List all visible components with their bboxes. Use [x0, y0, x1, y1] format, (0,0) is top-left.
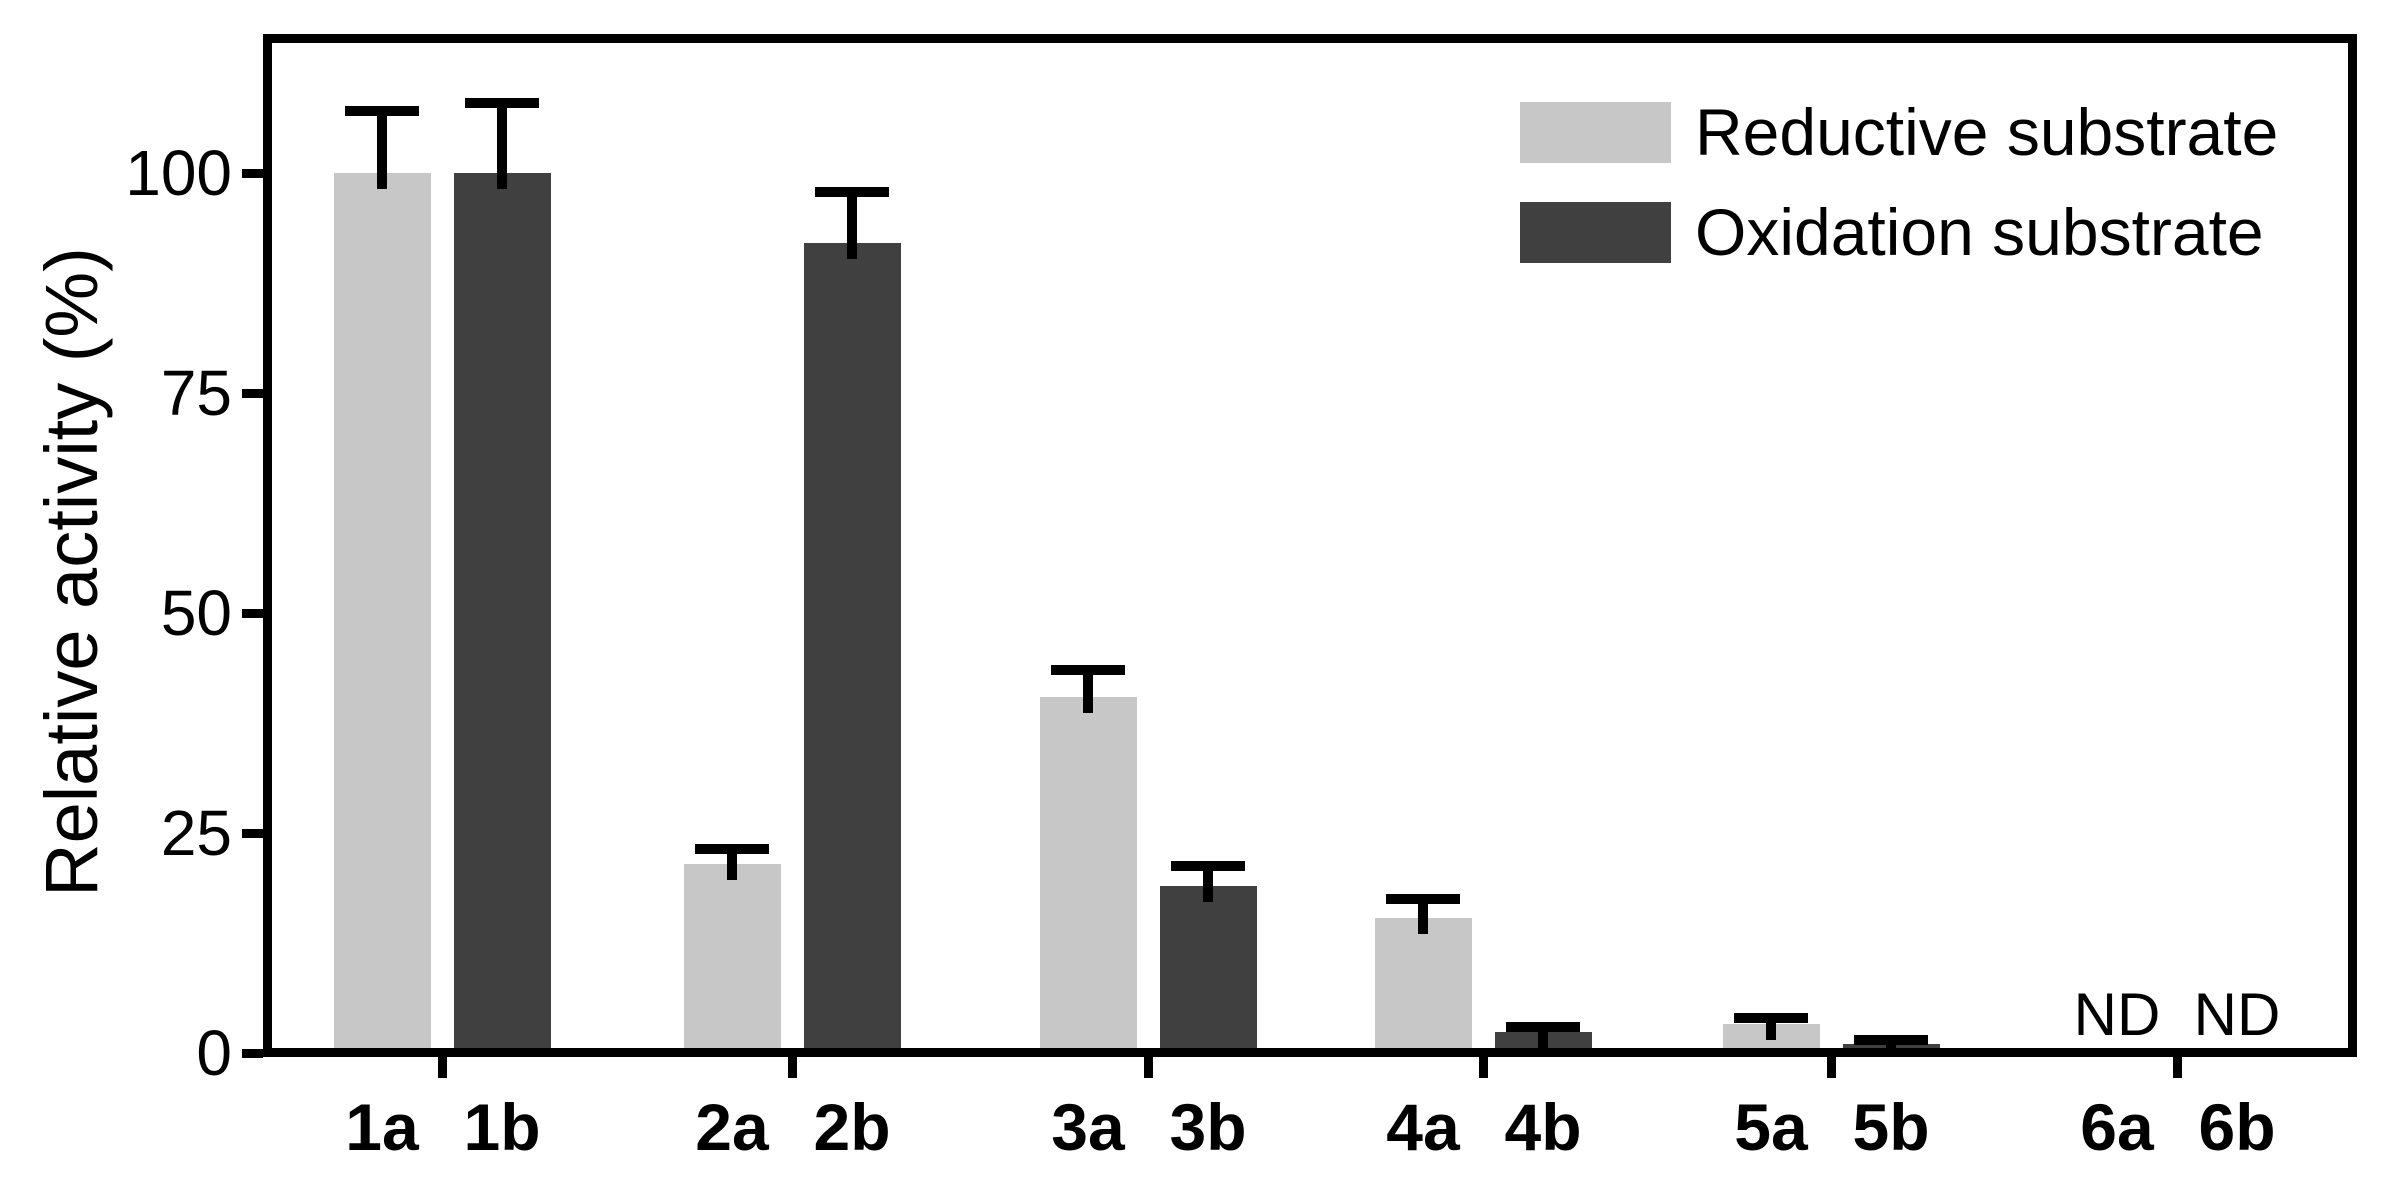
x-tick-group-3: [1143, 1057, 1153, 1078]
error-bar-cap-4b: [1506, 1022, 1580, 1033]
error-bar-cap-2a: [695, 843, 769, 854]
x-label-5b: 5b: [1852, 1090, 1930, 1164]
error-bar-stem-4b: [1538, 1027, 1548, 1048]
legend-label-reductive: Reductive substrate: [1695, 95, 2279, 169]
error-bar-stem-1b: [497, 102, 507, 189]
error-bar-stem-1a: [377, 111, 387, 189]
legend-swatch-reductive: [1520, 102, 1671, 163]
y-tick-label-75: 75: [160, 357, 232, 429]
bar-4a: [1374, 918, 1472, 1048]
error-bar-cap-3a: [1051, 665, 1125, 676]
error-bar-cap-3b: [1171, 860, 1245, 871]
x-label-6a: 6a: [2080, 1090, 2154, 1164]
error-bar-cap-5a: [1734, 1012, 1808, 1023]
x-label-2a: 2a: [695, 1090, 769, 1164]
bar-1a: [333, 173, 431, 1048]
x-label-1a: 1a: [345, 1090, 419, 1164]
error-bar-stem-2b: [847, 192, 857, 260]
error-bar-stem-5a: [1766, 1017, 1776, 1040]
error-bar-stem-3b: [1203, 865, 1213, 902]
y-tick-100: [242, 168, 263, 178]
error-bar-cap-1a: [345, 106, 419, 117]
bar-3b: [1159, 885, 1257, 1048]
x-label-4a: 4a: [1386, 1090, 1460, 1164]
error-bar-cap-2b: [815, 187, 889, 198]
y-tick-0: [242, 1048, 263, 1058]
error-bar-cap-5b: [1854, 1034, 1928, 1045]
x-label-4b: 4b: [1504, 1090, 1582, 1164]
plot-frame: [263, 34, 2357, 1057]
y-tick-label-50: 50: [160, 577, 232, 649]
x-tick-group-1: [437, 1057, 447, 1078]
x-label-3b: 3b: [1169, 1090, 1247, 1164]
x-label-6b: 6b: [2198, 1090, 2276, 1164]
bar-2b: [803, 243, 901, 1048]
y-tick-50: [242, 608, 263, 618]
nd-label-6b: ND: [2193, 981, 2281, 1048]
legend-label-oxidation: Oxidation substrate: [1695, 195, 2264, 269]
y-axis-title: Relative activity (%): [30, 247, 113, 897]
x-tick-group-5: [1826, 1057, 1836, 1078]
x-label-2b: 2b: [813, 1090, 891, 1164]
x-tick-group-6: [2172, 1057, 2182, 1078]
x-label-3a: 3a: [1051, 1090, 1125, 1164]
bar-2a: [683, 863, 781, 1048]
bar-3a: [1039, 696, 1137, 1048]
y-tick-label-100: 100: [125, 137, 232, 209]
y-tick-label-0: 0: [196, 1017, 232, 1089]
bar-1b: [453, 173, 551, 1048]
legend-swatch-oxidation: [1520, 202, 1671, 263]
x-tick-group-2: [787, 1057, 797, 1078]
error-bar-cap-1b: [465, 97, 539, 108]
error-bar-stem-4a: [1418, 899, 1428, 935]
x-tick-group-4: [1478, 1057, 1488, 1078]
x-label-1b: 1b: [463, 1090, 541, 1164]
error-bar-cap-4a: [1386, 894, 1460, 904]
error-bar-stem-3a: [1083, 670, 1093, 713]
error-bar-stem-2a: [727, 848, 737, 880]
nd-label-6a: ND: [2073, 981, 2161, 1048]
y-tick-label-25: 25: [160, 797, 232, 869]
y-tick-25: [242, 828, 263, 838]
y-tick-75: [242, 388, 263, 398]
x-label-5a: 5a: [1734, 1090, 1808, 1164]
